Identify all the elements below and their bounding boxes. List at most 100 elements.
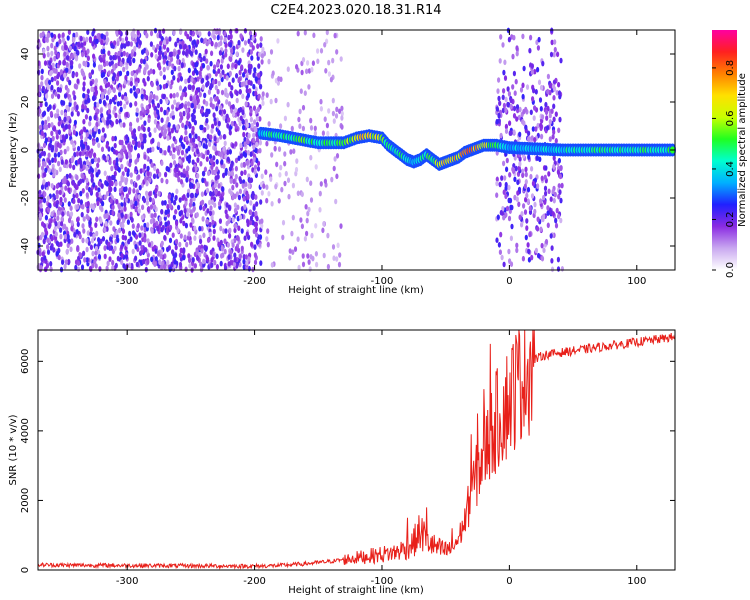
noise-blob: [205, 156, 209, 162]
noise-blob: [299, 88, 303, 94]
noise-blob: [247, 79, 251, 86]
noise-blob: [50, 32, 54, 38]
noise-blob: [60, 216, 64, 222]
noise-blob: [127, 40, 131, 47]
noise-blob: [108, 177, 112, 184]
noise-blob: [224, 52, 228, 58]
noise-blob: [77, 266, 81, 273]
noise-blob: [301, 253, 305, 259]
noise-blob: [522, 108, 526, 115]
noise-blob: [185, 170, 189, 176]
noise-blob: [224, 48, 228, 54]
noise-blob: [224, 87, 228, 94]
noise-blob: [334, 198, 338, 205]
noise-blob: [143, 68, 147, 74]
noise-blob: [274, 183, 278, 190]
noise-blob: [523, 209, 528, 215]
noise-blob: [214, 41, 218, 48]
y-tick-label: 20: [20, 96, 31, 109]
noise-blob: [242, 258, 246, 265]
noise-blob: [146, 222, 150, 228]
noise-blob: [49, 110, 54, 117]
noise-blob: [53, 212, 57, 218]
noise-blob: [197, 135, 201, 142]
noise-blob: [175, 166, 179, 173]
noise-blob: [183, 43, 187, 50]
noise-blob: [248, 177, 252, 184]
noise-blob: [192, 142, 196, 148]
noise-blob: [536, 122, 540, 129]
noise-blob: [85, 177, 89, 184]
noise-blob: [554, 222, 559, 229]
noise-blob: [257, 72, 261, 79]
noise-blob: [238, 188, 242, 195]
noise-blob: [183, 234, 187, 241]
noise-blob: [130, 262, 134, 269]
noise-blob: [236, 234, 240, 241]
noise-blob: [41, 85, 46, 92]
noise-blob: [178, 137, 183, 143]
noise-blob: [63, 233, 67, 240]
noise-blob: [73, 83, 77, 89]
noise-blob: [121, 223, 125, 229]
noise-blob: [155, 95, 159, 101]
noise-blob: [139, 110, 143, 117]
noise-blob: [145, 194, 149, 201]
noise-blob: [143, 176, 148, 182]
noise-blob: [507, 36, 511, 43]
noise-blob: [327, 71, 331, 77]
noise-blob: [262, 183, 266, 189]
noise-blob: [530, 63, 535, 69]
noise-blob: [196, 157, 200, 163]
noise-blob: [254, 232, 259, 238]
noise-blob: [305, 230, 309, 237]
noise-blob: [176, 150, 181, 156]
noise-blob: [169, 83, 173, 90]
noise-blob: [231, 62, 235, 68]
noise-blob: [333, 156, 337, 162]
noise-blob: [195, 249, 199, 256]
noise-blob: [103, 245, 107, 251]
noise-blob: [227, 254, 231, 260]
noise-blob: [212, 235, 216, 241]
noise-blob: [260, 223, 264, 229]
noise-blob: [42, 142, 47, 149]
noise-blob: [230, 162, 234, 169]
noise-blob: [292, 148, 296, 154]
noise-blob: [112, 159, 116, 166]
noise-blob: [170, 192, 175, 199]
noise-blob: [250, 241, 254, 248]
noise-blob: [82, 164, 86, 170]
noise-blob: [277, 76, 281, 82]
noise-blob: [167, 193, 171, 200]
noise-blob: [143, 154, 147, 160]
noise-blob: [234, 223, 238, 229]
noise-blob: [143, 237, 147, 243]
noise-blob: [545, 125, 550, 131]
noise-blob: [219, 64, 223, 70]
noise-blob: [300, 69, 304, 76]
noise-blob: [132, 132, 137, 139]
noise-blob: [507, 215, 512, 222]
y-tick-label: 0: [20, 567, 31, 573]
noise-blob: [254, 210, 258, 217]
noise-blob: [108, 87, 112, 94]
noise-blob: [91, 41, 95, 47]
noise-blob: [260, 53, 264, 59]
noise-blob: [252, 144, 256, 150]
noise-blob: [150, 213, 154, 219]
noise-blob: [49, 245, 53, 251]
noise-blob: [57, 160, 61, 167]
noise-blob: [170, 127, 174, 134]
noise-blob: [185, 135, 189, 142]
noise-blob: [39, 203, 43, 209]
noise-blob: [229, 56, 233, 63]
noise-blob: [222, 228, 226, 234]
noise-blob: [534, 126, 538, 132]
noise-blob: [208, 141, 212, 147]
snr-series-line: [37, 329, 676, 570]
noise-blob: [99, 57, 103, 63]
noise-blob: [175, 124, 179, 131]
noise-blob: [138, 240, 142, 246]
noise-blob: [75, 204, 80, 210]
